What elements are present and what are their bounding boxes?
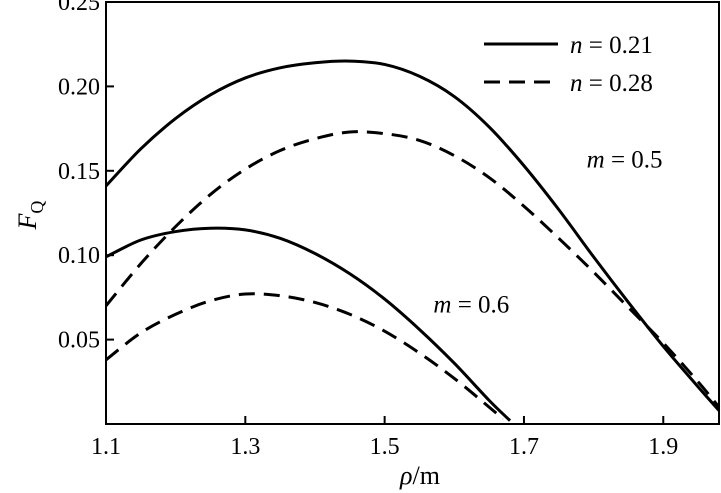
annotation-m-0-5: m = 0.5: [587, 146, 663, 173]
x-tick-label: 1.5: [370, 434, 400, 460]
y-tick-labels: 0.05 0.10 0.15 0.20 0.25: [58, 0, 100, 354]
x-tick-label: 1.3: [230, 434, 260, 460]
x-tick-label: 1.7: [509, 434, 539, 460]
series-line-1: [104, 59, 721, 412]
x-axis-label: ρ/m: [399, 461, 440, 490]
x-tick-label: 1.9: [648, 434, 678, 460]
legend-label-2: n = 0.28: [570, 70, 653, 97]
y-tick-label: 0.20: [58, 74, 100, 100]
x-tick-labels: 1.1 1.3 1.5 1.7 1.9: [91, 434, 678, 460]
series-line-3: [105, 226, 512, 422]
plot-frame: [105, 1, 720, 425]
y-tick-label: 0.05: [58, 328, 100, 354]
y-axis-label: FQ: [13, 201, 47, 231]
x-tick-label: 1.1: [91, 434, 121, 460]
legend-label-1: n = 0.21: [570, 32, 653, 59]
series-line-4: [105, 292, 505, 421]
series-layer: [104, 59, 721, 422]
legend: n = 0.21 n = 0.28: [484, 32, 653, 97]
series-line-2: [104, 130, 721, 409]
y-tick-label: 0.25: [58, 0, 100, 16]
y-tick-label: 0.10: [58, 243, 100, 269]
y-tick-label: 0.15: [58, 159, 100, 185]
annotation-m-0-6: m = 0.6: [433, 292, 509, 319]
